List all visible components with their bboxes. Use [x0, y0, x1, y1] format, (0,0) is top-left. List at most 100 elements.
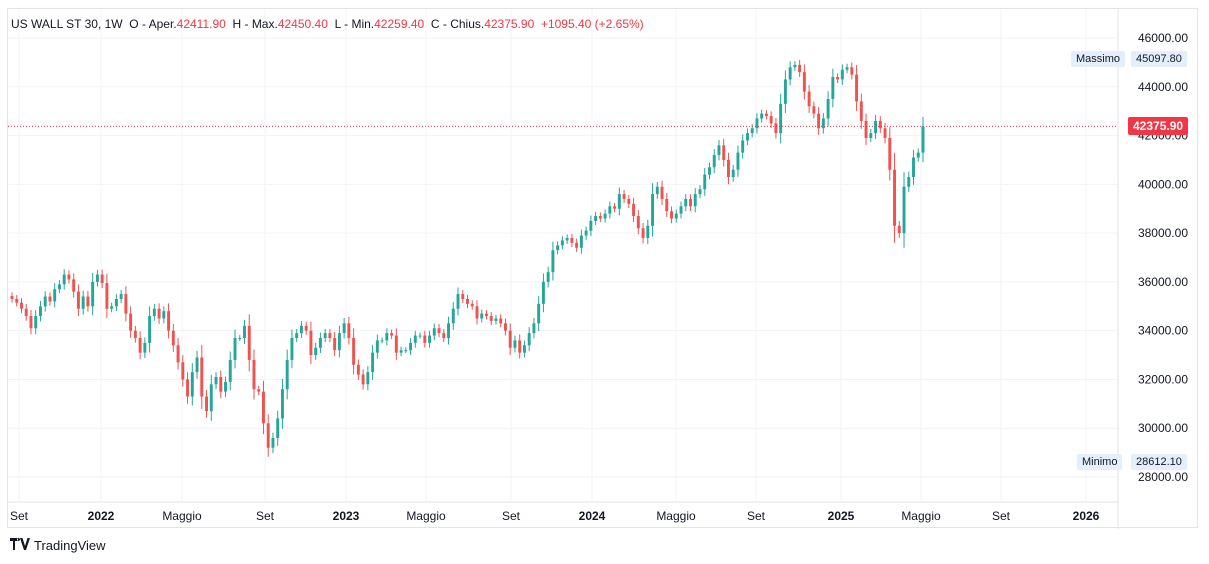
candle-body: [485, 313, 488, 317]
min-marker-label: Minimo: [1077, 454, 1123, 470]
candle-body: [788, 67, 792, 80]
y-tick-label: 46000.00: [1138, 31, 1188, 45]
candle-body: [893, 169, 897, 226]
candle-body: [565, 237, 569, 241]
candle-body: [48, 296, 52, 302]
x-tick-label: 2023: [333, 509, 360, 523]
candle-body: [318, 337, 322, 348]
candle-body: [15, 298, 19, 303]
candle-body: [513, 340, 517, 348]
candle-body: [651, 194, 655, 226]
candle-body: [802, 72, 806, 92]
candle-body: [855, 74, 859, 102]
candle-body: [247, 325, 251, 360]
max-marker-label: Massimo: [1071, 51, 1126, 67]
x-tick-label: 2022: [88, 509, 115, 523]
legend-close-label: C - Chius.: [430, 17, 485, 31]
candle-body: [840, 69, 844, 80]
candle-body: [280, 389, 284, 419]
candle-body: [190, 372, 194, 397]
candle-body: [447, 323, 450, 338]
candle-body: [674, 213, 678, 219]
candle-body: [736, 152, 740, 170]
candle-body: [537, 303, 541, 324]
candle-body: [290, 337, 294, 360]
candle-body: [461, 294, 465, 299]
candle-body: [575, 242, 579, 248]
candle-body: [821, 118, 825, 129]
candle-body: [764, 113, 768, 117]
candle-body: [726, 159, 730, 178]
x-tick-label: 2025: [828, 509, 855, 523]
legend-high-label: H - Max.: [232, 17, 278, 31]
candle-body: [783, 79, 787, 104]
candle-body: [779, 103, 783, 134]
candle-body: [328, 333, 332, 338]
candle-body: [617, 194, 621, 209]
y-tick-label: 34000.00: [1138, 324, 1188, 338]
candle-body: [836, 77, 840, 80]
candle-body: [660, 186, 664, 199]
candle-body: [508, 330, 512, 348]
candle-body: [745, 133, 749, 141]
candle-body: [333, 337, 337, 351]
candle-body: [864, 120, 868, 138]
chart-panel[interactable]: 46000.00 44000.00 42000.00 40000.00 38000.00…: [7, 8, 1199, 529]
candle-body: [717, 145, 721, 156]
candle-body: [456, 294, 460, 309]
candle-body: [214, 377, 218, 385]
candle-body: [186, 379, 190, 397]
price-chart[interactable]: 46000.0044000.0042000.0040000.0038000.00…: [8, 9, 1199, 529]
candle-body: [755, 118, 759, 129]
x-tick-label: Set: [992, 509, 1011, 523]
candle-body: [503, 323, 507, 331]
candle-body: [774, 123, 778, 134]
candle-body: [646, 225, 650, 238]
candle-body: [760, 113, 764, 119]
candle-body: [10, 296, 14, 299]
tradingview-logo[interactable]: TradingView: [10, 538, 106, 553]
candle-body: [228, 359, 232, 382]
candle-body: [826, 98, 830, 119]
candle-body: [257, 389, 261, 392]
candle-body: [176, 345, 180, 363]
candle-body: [323, 333, 327, 338]
candle-body: [385, 333, 389, 341]
candle-body: [442, 333, 446, 338]
candle-body: [337, 333, 341, 351]
candle-body: [499, 318, 503, 324]
candle-body: [413, 335, 417, 343]
x-tick-label: Maggio: [162, 509, 202, 523]
candle-body: [570, 237, 574, 243]
candle-body: [129, 313, 133, 331]
candle-body: [489, 316, 493, 321]
legend-close-value: 42375.90: [484, 17, 535, 31]
candle-body: [91, 281, 95, 307]
candle-body: [598, 216, 602, 219]
candle-body: [888, 137, 892, 170]
candle-body: [423, 335, 427, 343]
candle-body: [627, 198, 631, 204]
candle-body: [703, 174, 707, 190]
x-tick-label: Set: [502, 509, 521, 523]
candle-body: [916, 152, 920, 158]
candle-body: [72, 279, 76, 292]
candle-body: [100, 274, 104, 284]
candle-body: [81, 296, 85, 309]
candle-body: [594, 216, 598, 221]
candle-body: [167, 311, 171, 331]
min-marker-value: 28612.10: [1131, 454, 1187, 470]
candle-body: [271, 437, 275, 448]
x-tick-label: 2026: [1073, 509, 1100, 523]
candle-body: [556, 245, 560, 251]
candle-body: [689, 198, 692, 207]
candle-body: [518, 340, 522, 353]
y-tick-label: 28000.00: [1138, 470, 1188, 484]
candle-body: [750, 128, 754, 134]
candle-body: [62, 274, 66, 285]
candle-body: [409, 342, 413, 351]
candle-body: [741, 140, 745, 153]
ohlc-legend: US WALL ST 30, 1W O - Aper.42411.90 H - …: [11, 17, 644, 31]
candle-body: [195, 357, 199, 373]
candle-body: [665, 198, 669, 212]
